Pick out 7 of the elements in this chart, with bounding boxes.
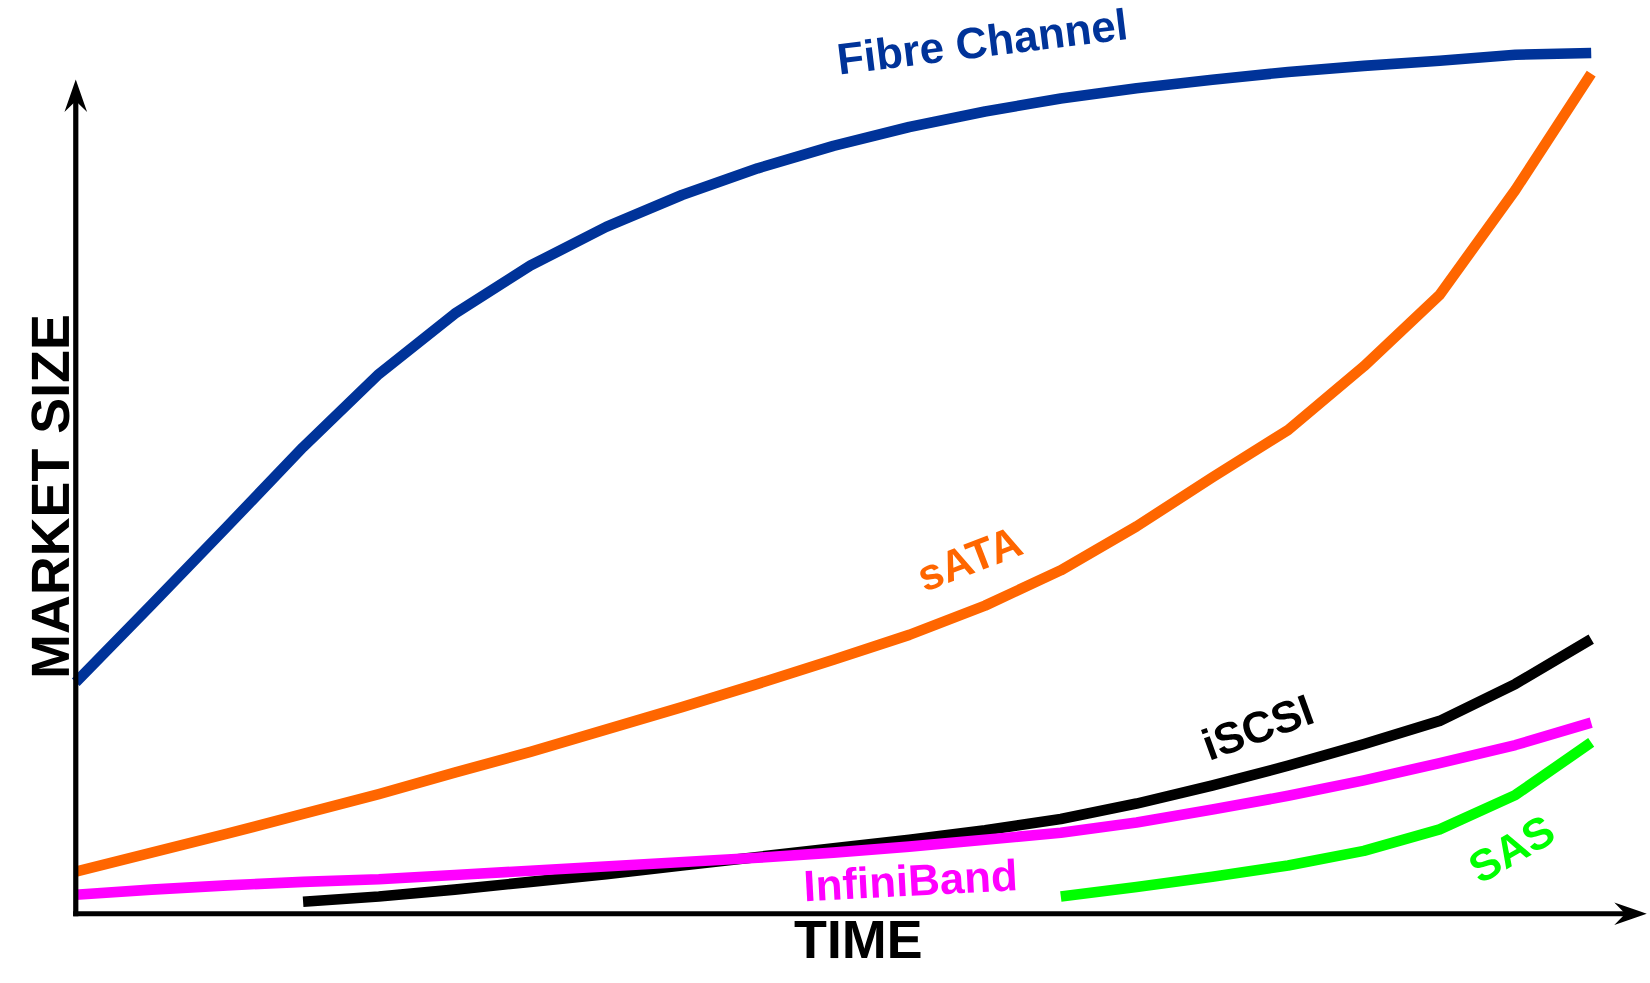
text: iSCSI — [1201, 694, 1314, 760]
x-axis-title: TIME — [794, 920, 921, 958]
series-label: InfiniBand — [805, 858, 1016, 902]
text: Fibre Channel — [838, 7, 1127, 75]
text: sATA — [920, 529, 1025, 590]
y-axis-title: MARKET SIZE — [31, 316, 70, 676]
text: SAS — [1470, 817, 1554, 881]
